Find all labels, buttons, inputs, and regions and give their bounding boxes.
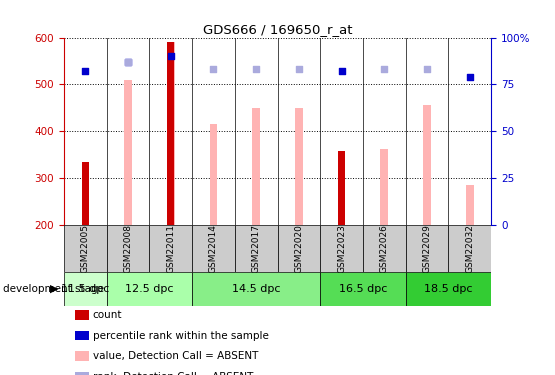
Text: 12.5 dpc: 12.5 dpc — [125, 284, 174, 294]
Bar — [149, 225, 192, 272]
Text: GSM22005: GSM22005 — [80, 224, 90, 273]
Text: 18.5 dpc: 18.5 dpc — [424, 284, 473, 294]
Text: development stage: development stage — [3, 284, 104, 294]
Text: GSM22029: GSM22029 — [422, 224, 432, 273]
Text: 16.5 dpc: 16.5 dpc — [339, 284, 387, 294]
Bar — [278, 225, 320, 272]
Text: GSM22032: GSM22032 — [465, 224, 475, 273]
Title: GDS666 / 169650_r_at: GDS666 / 169650_r_at — [203, 23, 352, 36]
Bar — [363, 225, 406, 272]
Bar — [64, 225, 107, 272]
Point — [252, 66, 261, 72]
Bar — [64, 272, 107, 306]
Bar — [406, 225, 448, 272]
Text: value, Detection Call = ABSENT: value, Detection Call = ABSENT — [93, 351, 258, 361]
Bar — [466, 185, 473, 225]
Text: GSM22008: GSM22008 — [123, 224, 133, 273]
Bar — [124, 80, 132, 225]
Text: rank, Detection Call = ABSENT: rank, Detection Call = ABSENT — [93, 372, 253, 375]
Bar — [381, 148, 388, 225]
Bar — [192, 272, 320, 306]
Text: GSM22026: GSM22026 — [380, 224, 389, 273]
Bar — [320, 272, 406, 306]
Text: count: count — [93, 310, 122, 320]
Bar — [210, 124, 217, 225]
Point — [423, 66, 432, 72]
Bar — [235, 225, 278, 272]
Point — [337, 68, 346, 74]
Bar — [107, 225, 149, 272]
Text: GSM22020: GSM22020 — [294, 224, 304, 273]
Bar — [406, 272, 491, 306]
Bar — [82, 162, 89, 225]
Text: 11.5 dpc: 11.5 dpc — [61, 284, 109, 294]
Point — [295, 66, 304, 72]
Bar — [192, 225, 235, 272]
Point — [380, 66, 389, 72]
Bar — [167, 42, 174, 225]
Bar — [448, 225, 491, 272]
Point — [81, 68, 90, 74]
Point — [123, 59, 133, 65]
Bar — [167, 42, 174, 225]
Point — [166, 53, 175, 59]
Point — [209, 66, 218, 72]
Bar — [338, 151, 345, 225]
Text: GSM22011: GSM22011 — [166, 224, 175, 273]
Bar — [107, 272, 192, 306]
Text: GSM22023: GSM22023 — [337, 224, 346, 273]
Text: 14.5 dpc: 14.5 dpc — [232, 284, 280, 294]
Bar — [295, 108, 302, 225]
Text: ▶: ▶ — [50, 284, 58, 294]
Bar — [320, 225, 363, 272]
Point — [466, 74, 475, 80]
Bar — [423, 105, 431, 225]
Bar — [253, 108, 260, 225]
Point — [123, 59, 133, 65]
Text: GSM22014: GSM22014 — [209, 224, 218, 273]
Text: percentile rank within the sample: percentile rank within the sample — [93, 331, 269, 340]
Text: GSM22017: GSM22017 — [251, 224, 261, 273]
